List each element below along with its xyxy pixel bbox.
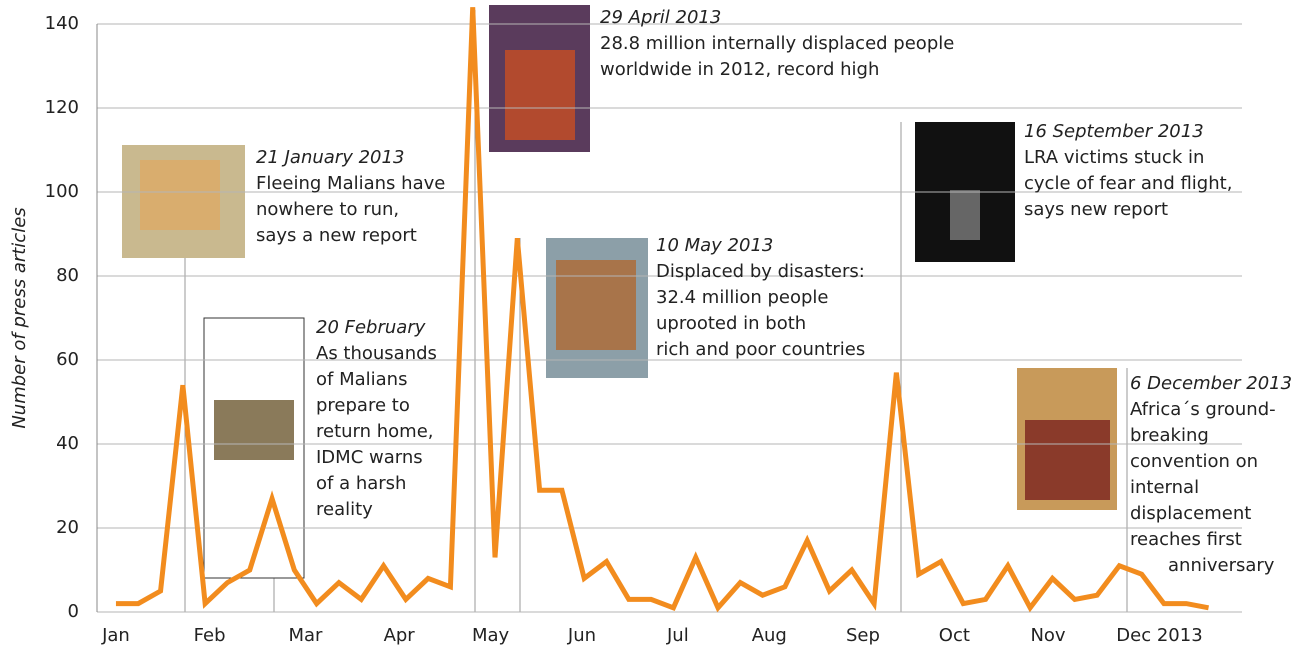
- report-image-detail: [1025, 420, 1110, 500]
- x-tick-label: Feb: [194, 625, 226, 646]
- y-tick-label: 0: [68, 601, 79, 622]
- report-image-detail: [556, 260, 636, 350]
- annotation-text: internal: [1130, 477, 1199, 498]
- report-image-detail: [950, 190, 980, 240]
- x-tick-label: Aug: [752, 625, 787, 646]
- x-tick-label: Mar: [289, 625, 324, 646]
- x-tick-label: Nov: [1030, 625, 1065, 646]
- annotation-text: reality: [316, 499, 373, 520]
- annotations: [122, 5, 1127, 612]
- report-image-detail: [505, 50, 575, 140]
- annotation-text: says new report: [1024, 199, 1168, 220]
- annotation-date: 20 February: [316, 317, 426, 338]
- annotation-text: 32.4 million people: [656, 287, 829, 308]
- x-tick-label: Oct: [939, 625, 970, 646]
- annotation-text: anniversary: [1168, 555, 1275, 576]
- y-tick-label: 120: [45, 97, 79, 118]
- annotation-text: Africa´s ground-: [1130, 399, 1276, 420]
- y-tick-label: 40: [56, 433, 79, 454]
- annotation-text: says a new report: [256, 225, 417, 246]
- annotation-text: convention on: [1130, 451, 1258, 472]
- annotation-text: of Malians: [316, 369, 407, 390]
- annotation-text: LRA victims stuck in: [1024, 147, 1204, 168]
- x-tick-label: Dec 2013: [1116, 625, 1202, 646]
- y-tick-label: 80: [56, 265, 79, 286]
- annotation-date: 10 May 2013: [656, 235, 773, 256]
- annotation-text: 28.8 million internally displaced people: [600, 33, 954, 54]
- x-tick-label: Apr: [384, 625, 416, 646]
- annotation-date: 6 December 2013: [1130, 373, 1292, 394]
- annotation-text: nowhere to run,: [256, 199, 399, 220]
- report-image-detail: [140, 160, 220, 230]
- annotation-text: As thousands: [316, 343, 437, 364]
- y-axis-label: Number of press articles: [9, 207, 30, 428]
- annotation-text: worldwide in 2012, record high: [600, 59, 879, 80]
- annotation-text: IDMC warns: [316, 447, 423, 468]
- annotation-text: reaches first: [1130, 529, 1242, 550]
- x-tick-label: Jan: [101, 625, 130, 646]
- annotation-text: uprooted in both: [656, 313, 806, 334]
- annotation-text: Fleeing Malians have: [256, 173, 445, 194]
- y-tick-label: 60: [56, 349, 79, 370]
- annotation-text: cycle of fear and flight,: [1024, 173, 1232, 194]
- y-tick-label: 100: [45, 181, 79, 202]
- x-tick-label: Jun: [567, 625, 596, 646]
- annotation-text: breaking: [1130, 425, 1209, 446]
- y-tick-label: 140: [45, 13, 79, 34]
- chart: Number of press articles 0 20 40 60 80 100 120…: [0, 0, 1314, 646]
- annotation-date: 21 January 2013: [256, 147, 404, 168]
- annotation-date: 16 September 2013: [1024, 121, 1204, 142]
- annotation-date: 29 April 2013: [600, 7, 721, 28]
- annotation-text: displacement: [1130, 503, 1251, 524]
- x-tick-label: Jul: [666, 625, 689, 646]
- annotation-text: Displaced by disasters:: [656, 261, 865, 282]
- x-tick-label: Sep: [846, 625, 880, 646]
- report-image-detail: [214, 400, 294, 460]
- x-tick-label: May: [472, 625, 510, 646]
- y-tick-label: 20: [56, 517, 79, 538]
- annotation-text: of a harsh: [316, 473, 406, 494]
- annotation-text: return home,: [316, 421, 434, 442]
- annotation-text: prepare to: [316, 395, 410, 416]
- annotation-text: rich and poor countries: [656, 339, 865, 360]
